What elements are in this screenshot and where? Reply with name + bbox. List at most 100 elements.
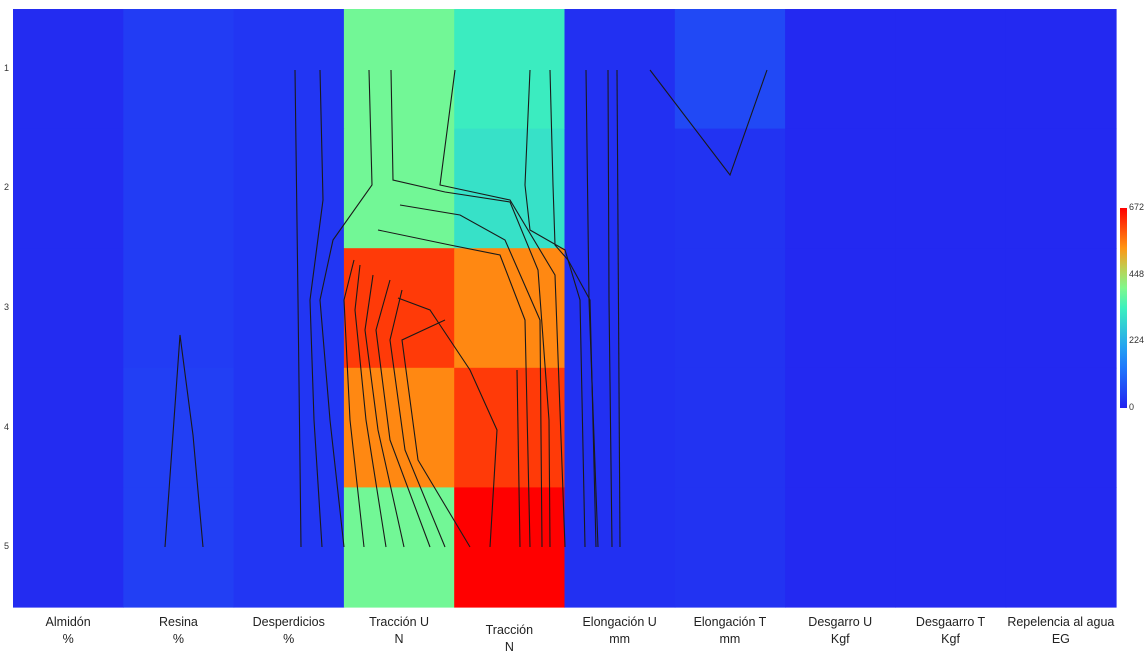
colorbar-gradient	[1120, 208, 1127, 408]
heatmap-cell	[564, 128, 676, 249]
column-unit: mm	[609, 632, 631, 646]
heatmap-cell	[13, 367, 124, 488]
heatmap-cell	[785, 248, 896, 369]
contour-line	[319, 69, 373, 548]
heatmap-cell	[454, 248, 566, 369]
column-unit: EG	[1051, 632, 1070, 646]
heatmap-cell	[785, 487, 896, 608]
column-label: Desperdicios%	[253, 614, 325, 648]
contour-line	[397, 297, 498, 548]
column-label: Tracción U N	[369, 614, 429, 648]
column-unit: mm	[719, 632, 741, 646]
contour-line	[164, 334, 204, 548]
heatmap-cell	[13, 128, 124, 249]
heatmap-cell	[564, 248, 676, 369]
contour-line	[649, 69, 768, 177]
column-name: Tracción U	[369, 615, 430, 629]
heatmap-cell	[454, 128, 566, 249]
column-label: Elongación T mm	[694, 614, 767, 648]
heatmap-cell	[564, 9, 676, 130]
column-label: Tracción N	[486, 622, 533, 656]
heatmap-cell	[674, 487, 786, 608]
heatmap-cell	[895, 487, 1007, 608]
column-name: Resina	[158, 615, 198, 629]
column-unit: Kgf	[941, 632, 960, 646]
heatmap-cell	[233, 128, 345, 249]
contour-line	[377, 229, 531, 548]
heatmap-cell	[233, 367, 345, 488]
contour-line	[524, 69, 586, 548]
heatmap-cell	[233, 248, 345, 369]
contour-line	[399, 204, 543, 548]
column-name: Tracción	[485, 623, 534, 637]
column-label: Elongación U mm	[582, 614, 656, 648]
column-name: Desgarro U	[808, 615, 873, 629]
contour-line	[439, 69, 566, 548]
row-label: 4	[4, 421, 10, 432]
column-unit: N	[504, 640, 514, 654]
heatmap-cells	[13, 9, 1117, 608]
contour-line	[364, 274, 405, 548]
heatmap-cell	[895, 248, 1007, 369]
heatmap-cell	[343, 487, 455, 608]
colorbar-tick-label: 224	[1129, 335, 1145, 346]
column-unit: %	[62, 632, 74, 646]
heatmap-cell	[454, 487, 566, 608]
heatmap-cell	[1005, 128, 1117, 249]
heatmap-cell	[123, 487, 235, 608]
contour-line	[585, 69, 599, 548]
heatmap-cell	[343, 9, 455, 130]
heatmap-cell	[343, 128, 455, 249]
colorbar-tick-label: 0	[1129, 402, 1135, 412]
contour-line	[343, 259, 365, 548]
column-label: Almidón%	[46, 614, 91, 648]
heatmap-cell	[454, 9, 566, 130]
heatmap-cell	[233, 9, 345, 130]
heatmap-cell	[785, 9, 896, 130]
contour-line	[607, 69, 613, 548]
heatmap-cell	[674, 9, 786, 130]
column-name: Desgaarro T	[915, 615, 986, 629]
contour-line	[389, 289, 446, 548]
column-label: Resina%	[159, 614, 198, 648]
row-label: 3	[4, 302, 10, 312]
column-name: Almidón	[45, 615, 91, 629]
contour-line	[354, 264, 387, 548]
heatmap-cell	[895, 367, 1007, 488]
heatmap-cell	[123, 367, 235, 488]
contour-line	[309, 69, 324, 548]
contour-line	[375, 279, 431, 548]
heatmap-cell	[674, 128, 786, 249]
heatmap-cell	[13, 248, 124, 369]
heatmap-cell	[674, 367, 786, 488]
column-label: Desgarro U Kgf	[808, 614, 872, 648]
heatmap-cell	[674, 248, 786, 369]
column-label: Repelencia al agua EG	[1007, 614, 1114, 648]
column-name: Desperdicios	[252, 615, 325, 629]
contour-line	[401, 319, 471, 548]
row-label: 5	[4, 541, 10, 552]
heatmap-cell	[785, 367, 896, 488]
heatmap-cell	[343, 248, 455, 369]
heatmap-cell	[895, 9, 1007, 130]
column-name: Repelencia al agua	[1007, 615, 1115, 629]
colorbar-tick-label: 672	[1129, 202, 1145, 212]
colorbar	[1120, 208, 1127, 408]
heatmap-cell	[1005, 487, 1117, 608]
column-label: Desgaarro T Kgf	[916, 614, 985, 648]
contour-line	[616, 69, 621, 548]
colorbar-tick-label: 448	[1129, 268, 1145, 279]
contour-line	[516, 369, 521, 548]
heatmap-cell	[1005, 367, 1117, 488]
heatmap-cell	[1005, 248, 1117, 369]
row-label: 1	[4, 62, 10, 73]
column-unit: Kgf	[830, 632, 850, 646]
heatmap-cell	[454, 367, 566, 488]
heatmap-cell	[895, 128, 1007, 249]
heatmap-cell	[785, 128, 896, 249]
column-name: Elongación U	[582, 615, 657, 629]
heatmap-cell	[123, 128, 235, 249]
contour-line	[390, 69, 551, 548]
column-unit: N	[394, 632, 404, 646]
